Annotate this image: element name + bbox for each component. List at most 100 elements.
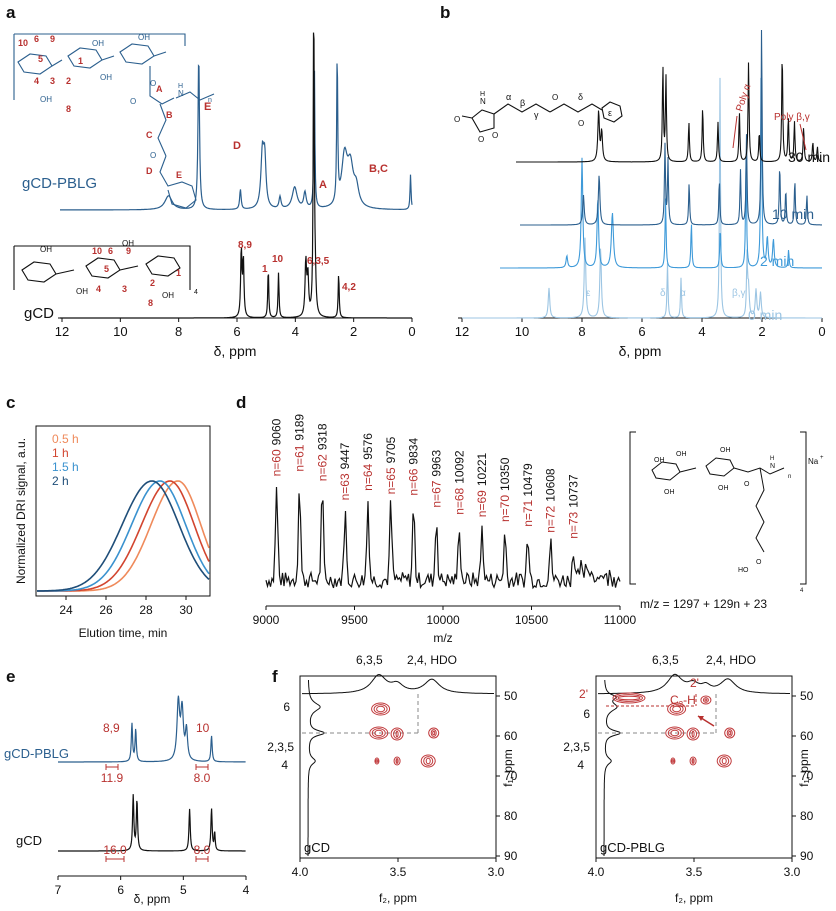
x-tick-label: 4 xyxy=(243,883,250,897)
svg-text:E: E xyxy=(176,170,182,180)
svg-text:3: 3 xyxy=(50,76,55,86)
f-left-side-projection xyxy=(307,680,326,856)
svg-text:O: O xyxy=(130,97,136,106)
trace0-alpha: α xyxy=(680,288,686,299)
trace-label-10min: 10 min xyxy=(772,206,814,222)
f-contour xyxy=(420,754,436,768)
svg-text:O: O xyxy=(150,151,156,160)
annotation-poly-beta-gamma: Poly β,γ xyxy=(774,112,810,123)
f-contour xyxy=(689,756,697,766)
x-tick-label: 5 xyxy=(180,883,187,897)
f-contour xyxy=(670,729,680,737)
svg-text:+: + xyxy=(820,455,824,461)
f-contour xyxy=(686,727,700,741)
f-contour xyxy=(428,727,440,739)
f-contour xyxy=(689,729,698,739)
d-x-tick-label: 10000 xyxy=(426,613,460,627)
trace0-epsilon: ε xyxy=(586,288,591,299)
f-contour xyxy=(702,697,709,703)
svg-text:8: 8 xyxy=(148,298,153,308)
peak-label-e: E xyxy=(204,101,211,113)
d-peak-label: n=619189 xyxy=(292,414,306,472)
panel-e-x-ticks: 7 6 5 4 xyxy=(55,876,250,897)
svg-text:O: O xyxy=(150,79,156,88)
svg-text:OH: OH xyxy=(664,489,675,496)
d-peak-label: n=7210608 xyxy=(544,468,558,533)
svg-text:4: 4 xyxy=(34,76,39,86)
panel-e-label-gcd: gCD xyxy=(16,833,42,848)
f-left-x-ticks: 4.0 3.5 3.0 xyxy=(292,858,505,879)
x-tick-label: 6 xyxy=(233,324,240,339)
x-tick-label: 8 xyxy=(578,324,585,339)
svg-text:4: 4 xyxy=(194,289,198,296)
f-right-arrowhead xyxy=(698,716,704,721)
panel-b-letter: b xyxy=(440,3,450,22)
f-right-c2h-label: C2-H xyxy=(670,693,696,709)
panel-b-spectrum-10min xyxy=(520,29,822,226)
d-peak-label: n=649576 xyxy=(361,433,375,491)
integral-bottom-8-9: 16.0 xyxy=(103,843,127,857)
panel-e-x-label: δ, ppm xyxy=(134,892,171,906)
svg-text:1: 1 xyxy=(78,56,83,66)
trace-label-30min: 30 min xyxy=(788,149,830,165)
x-tick-label: 2 xyxy=(758,324,765,339)
panel-d-x-ticks: 9000 9500 10000 10500 11000 xyxy=(253,606,637,627)
f-contour xyxy=(425,757,431,765)
svg-text:OH: OH xyxy=(76,287,88,296)
svg-text:OH: OH xyxy=(676,451,687,458)
d-x-tick-label: 9000 xyxy=(253,613,280,627)
panel-a-x-label: δ, ppm xyxy=(214,343,257,359)
svg-text:O: O xyxy=(756,559,762,566)
svg-text:4: 4 xyxy=(800,588,804,594)
panel-b-x-label: δ, ppm xyxy=(619,343,662,359)
panel-c: c 24 26 28 30 Elution time, min Normalized … xyxy=(6,393,211,640)
f-right-x-label: f₂, ppm xyxy=(675,891,713,905)
f-left-side-label-235: 2,3,5 xyxy=(267,740,294,754)
f-contour xyxy=(395,759,399,763)
panel-e-gcd-spectrum xyxy=(58,794,246,852)
structure-gcd-pblg xyxy=(13,33,215,209)
f-left-top-label-24: 2,4, HDO xyxy=(407,653,457,667)
peak-label-10: 10 xyxy=(272,254,284,265)
d-x-tick-label: 11000 xyxy=(604,613,637,627)
structure-nca-labels: O O N H O O O α β γ δ ε xyxy=(454,91,612,144)
svg-text:3: 3 xyxy=(122,284,127,294)
svg-text:OH: OH xyxy=(718,485,729,492)
c-legend-entry: 1 h xyxy=(52,446,69,460)
svg-text:O: O xyxy=(492,131,498,140)
integral-bottom-10: 8.0 xyxy=(194,843,211,857)
panel-a-gcd-pblg-spectrum xyxy=(60,63,413,211)
f-right-side-label-6: 6 xyxy=(583,707,590,721)
c-x-tick-label: 28 xyxy=(139,603,153,617)
svg-text:OH: OH xyxy=(100,73,112,82)
svg-text:5: 5 xyxy=(38,54,43,64)
f-y-tick-label: 80 xyxy=(800,809,814,823)
svg-text:6: 6 xyxy=(108,246,113,256)
x-tick-label: 12 xyxy=(55,324,69,339)
peak-label-8-9: 8,9 xyxy=(238,240,252,251)
svg-text:10: 10 xyxy=(18,38,28,48)
f-contour xyxy=(665,726,685,740)
d-peak-label: n=7310737 xyxy=(566,474,580,539)
panel-a: a 12 10 8 6 4 2 0 δ, ppm gCD-PBLG gCD E D A B,… xyxy=(6,3,416,359)
f-right-top-label-24: 2,4, HDO xyxy=(706,653,756,667)
f-left-contours xyxy=(369,702,440,768)
f-contour xyxy=(617,695,641,701)
peak-label-4-2: 4,2 xyxy=(342,282,356,293)
structure-gcd-pblg-labels: 10 6 9 1 5 4 3 2 8 A B C D E OH OH OH OH… xyxy=(18,33,212,180)
integral-marks xyxy=(105,764,209,862)
panel-f-right-gcd-pblg: 6,3,5 2,4, HDO 2' 2' 6 2,3,5 4 C2-H gCD-… xyxy=(563,653,813,905)
svg-text:N: N xyxy=(480,97,486,106)
f-contour xyxy=(432,730,436,736)
c-legend-entry: 0.5 h xyxy=(52,432,79,446)
f-contour xyxy=(374,757,380,765)
f-left-y-ticks: 50 60 70 80 90 xyxy=(496,689,518,863)
f-right-contours xyxy=(612,692,736,768)
f-contour xyxy=(691,730,695,738)
f-contour xyxy=(724,727,736,739)
panel-a-x-ticks: 12 10 8 6 4 2 0 xyxy=(55,318,416,339)
x-tick-label: 6 xyxy=(117,883,124,897)
svg-text:α: α xyxy=(506,92,511,102)
panel-e-peak-10: 10 xyxy=(196,721,210,735)
